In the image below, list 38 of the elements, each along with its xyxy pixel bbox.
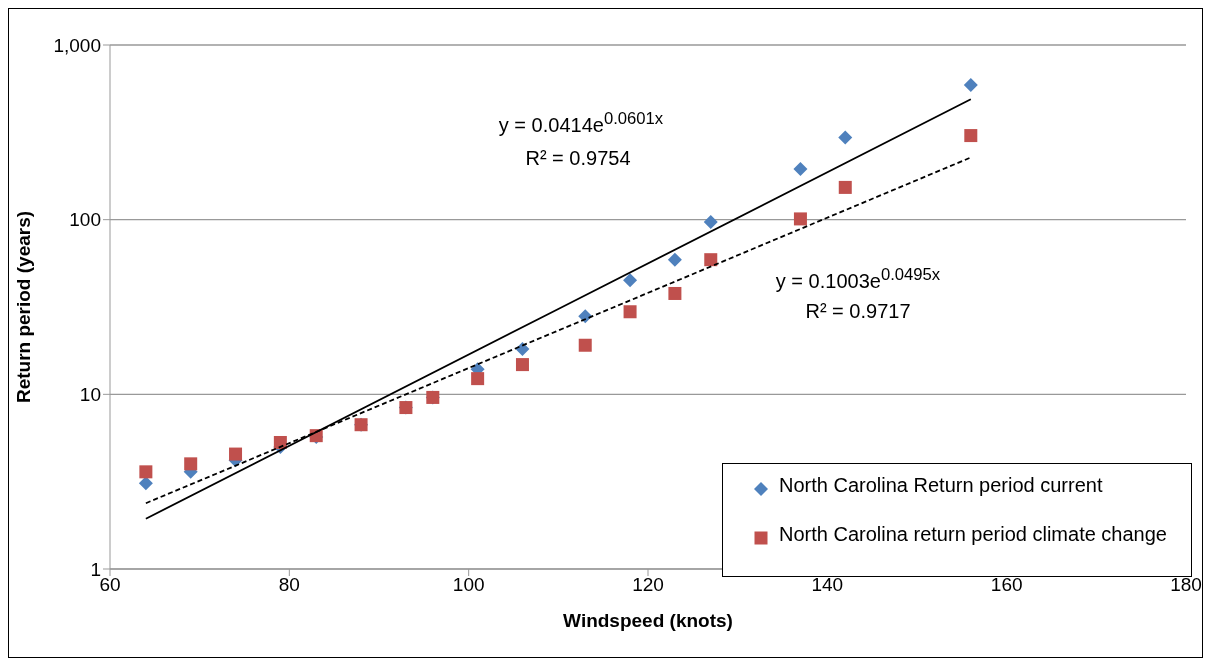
point — [838, 130, 853, 145]
y-tick-label: 10 — [79, 384, 101, 406]
point — [184, 457, 198, 471]
point — [703, 214, 718, 229]
point — [515, 358, 529, 372]
legend-label: North Carolina Return period current — [779, 473, 1103, 498]
x-tick-label: 180 — [1170, 574, 1202, 596]
point — [704, 253, 718, 267]
x-tick-label: 120 — [632, 574, 664, 596]
x-tick-label: 60 — [99, 574, 121, 596]
point — [668, 286, 682, 300]
y-axis-title: Return period (years) — [12, 210, 34, 404]
point — [793, 212, 807, 226]
x-tick-label: 100 — [452, 574, 485, 596]
annotation: R² = 0.9754 — [525, 146, 631, 170]
point — [964, 129, 978, 143]
y-tick-label: 100 — [69, 209, 101, 231]
point — [793, 162, 808, 177]
point — [667, 252, 682, 267]
x-tick-label: 140 — [811, 574, 844, 596]
annotation: R² = 0.9717 — [805, 299, 911, 323]
point — [471, 372, 485, 386]
point — [229, 447, 243, 461]
y-tick-label: 1,000 — [53, 34, 101, 56]
legend-label: North Carolina return period climate change — [779, 522, 1167, 547]
annotation: y = 0.0414e$^{0.0601x}$ — [498, 109, 664, 137]
point — [578, 338, 592, 352]
point — [139, 465, 153, 479]
x-tick-label: 160 — [990, 574, 1023, 596]
point — [838, 180, 852, 194]
x-axis-title: Windspeed (knots) — [563, 610, 733, 631]
point — [623, 305, 637, 319]
annotation: y = 0.1003e$^{0.0495x}$ — [775, 265, 941, 293]
point — [623, 273, 638, 288]
point — [138, 476, 153, 491]
point — [963, 78, 978, 93]
y-tick-label: 1 — [90, 558, 101, 580]
x-tick-label: 80 — [278, 574, 300, 596]
